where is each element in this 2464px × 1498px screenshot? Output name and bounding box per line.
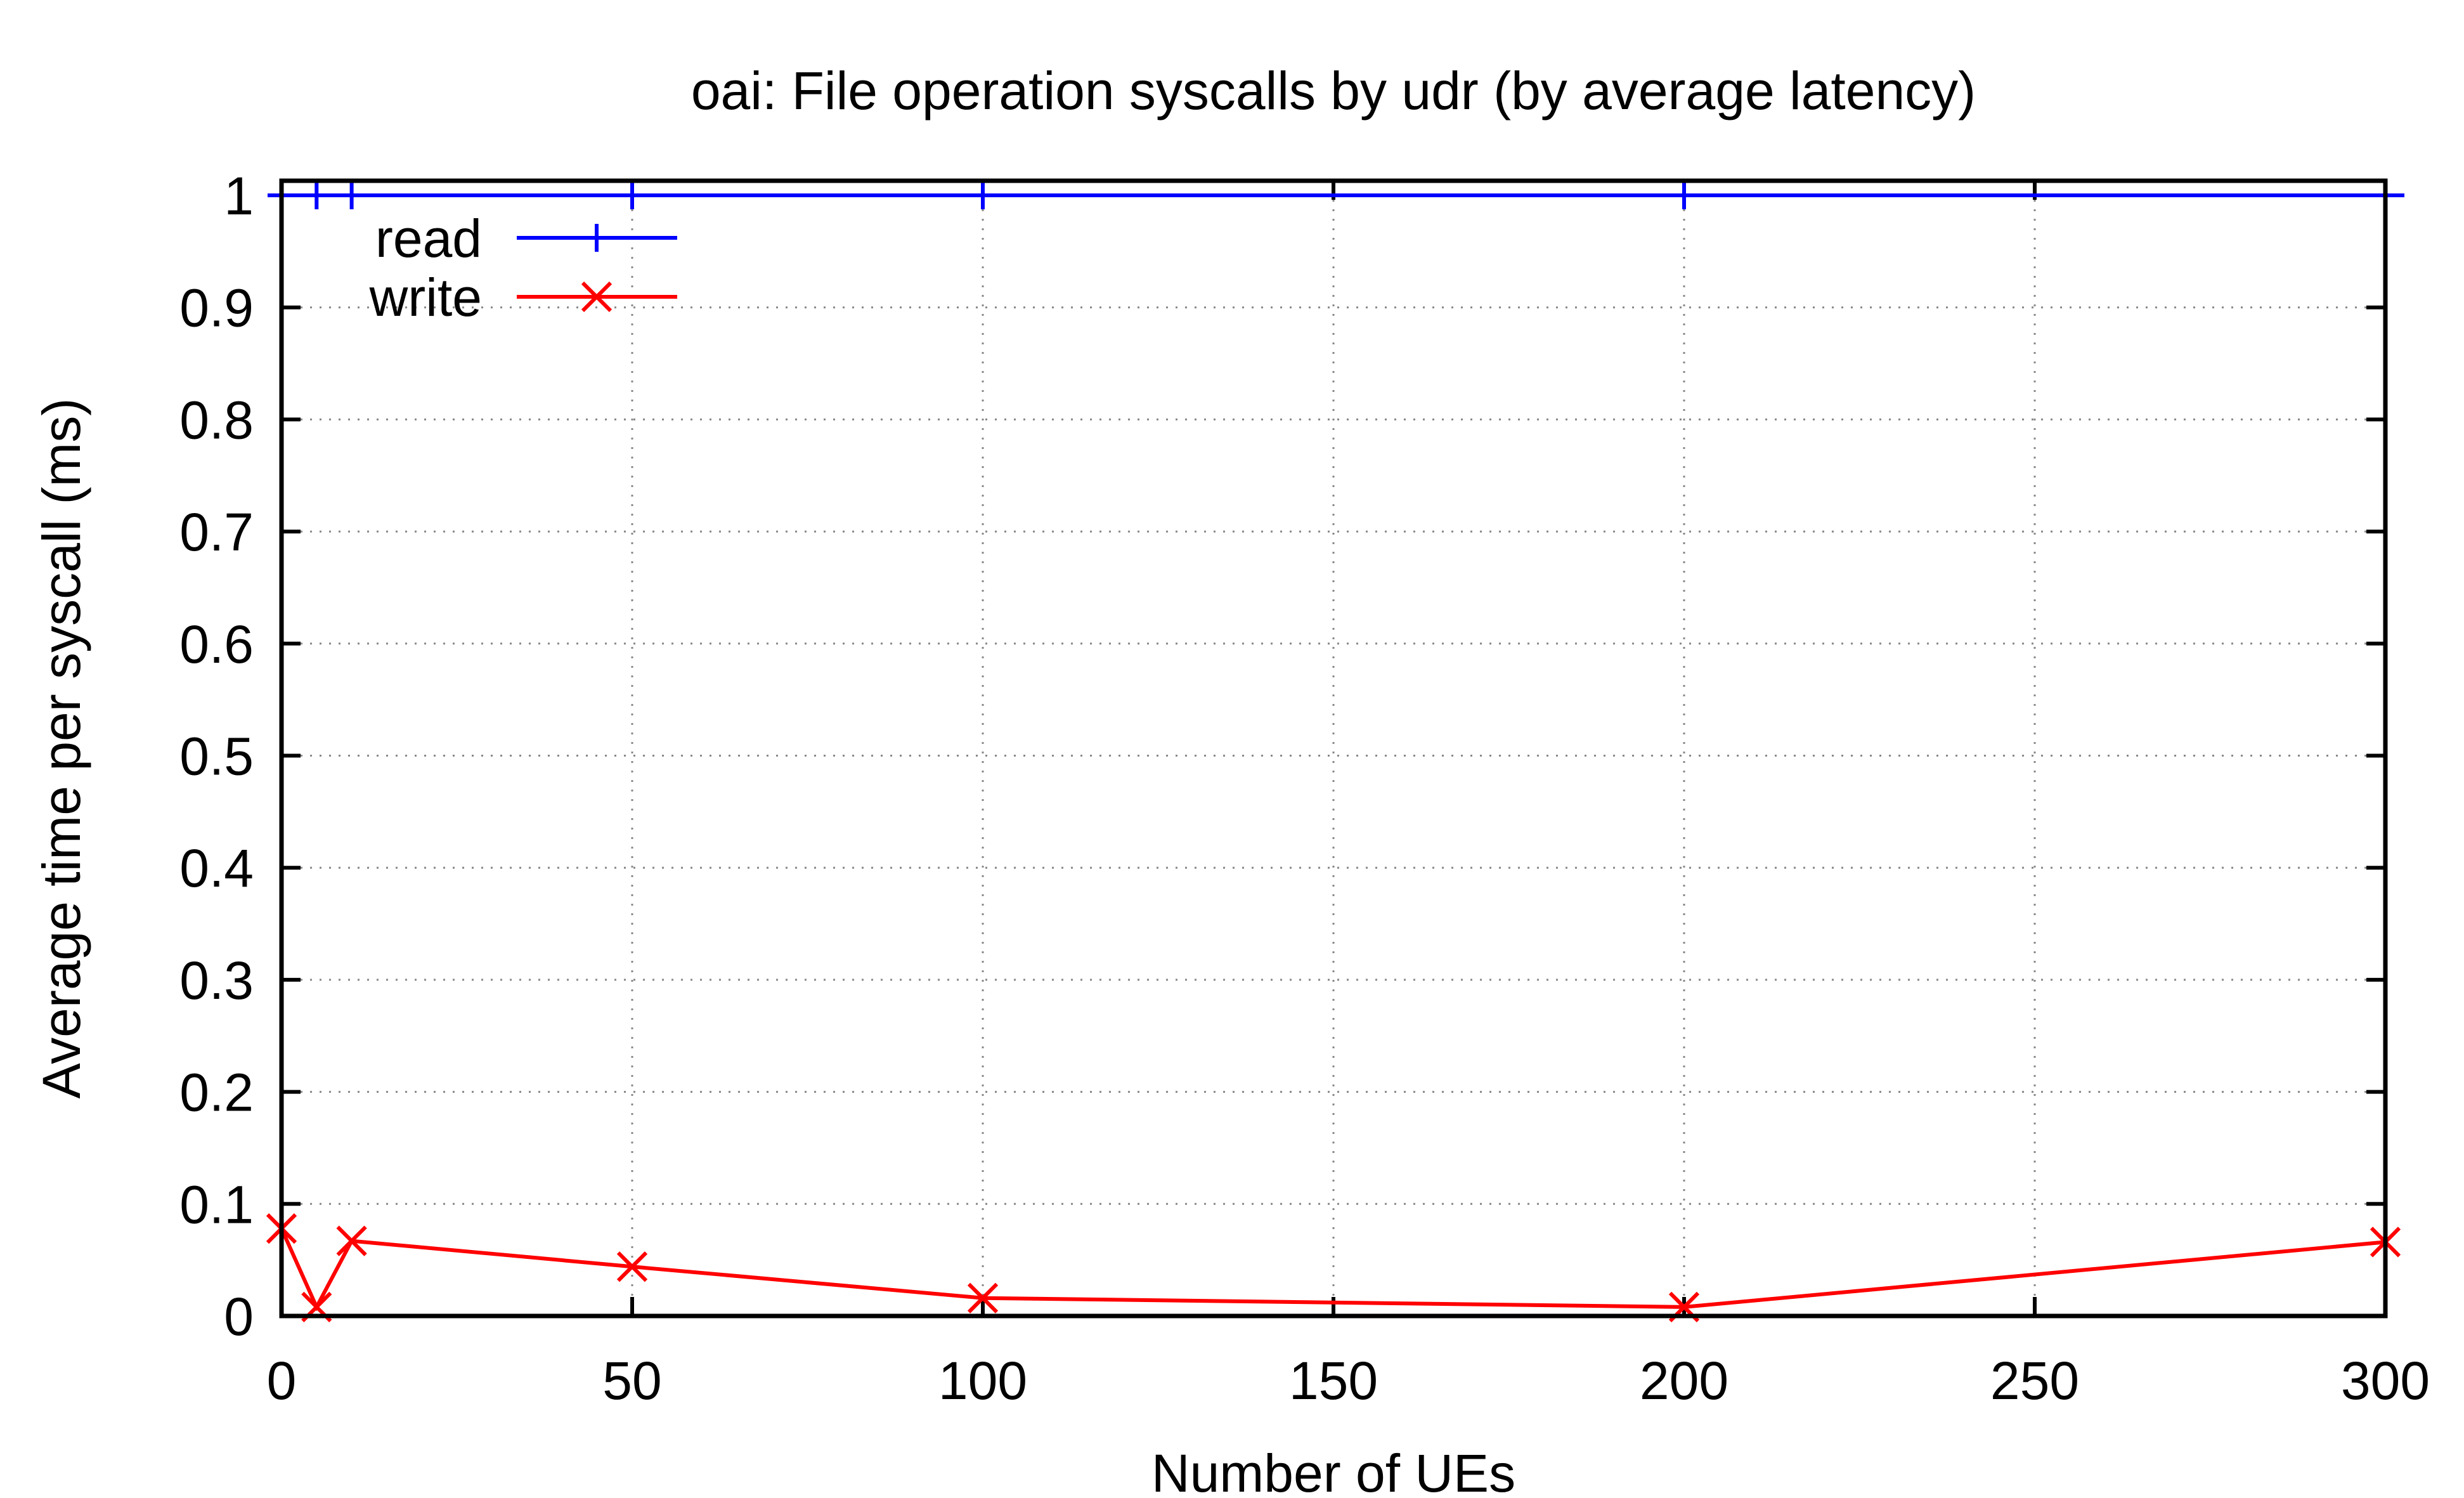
y-tick-label: 0.4: [179, 838, 254, 898]
legend-marker-write: [581, 281, 613, 313]
y-tick-label: 0.3: [179, 951, 254, 1010]
marker-stroke: [581, 281, 613, 313]
x-tick-label: 250: [1990, 1351, 2079, 1410]
y-axis-title: Average time per syscall (ms): [32, 398, 91, 1099]
chart-title: oai: File operation syscalls by udr (by …: [691, 61, 1976, 120]
marker-stroke: [336, 1225, 367, 1256]
x-tick-label: 100: [938, 1351, 1027, 1410]
data-point-read: [618, 181, 646, 209]
plot-frame: [279, 178, 2388, 1319]
data-point-read: [337, 181, 366, 209]
x-tick-label: 300: [2341, 1351, 2430, 1410]
x-axis-title: Number of UEs: [1151, 1443, 1515, 1498]
y-tick-label: 0.9: [179, 278, 254, 338]
marker-stroke: [967, 1282, 999, 1313]
marker-stroke: [616, 1251, 648, 1282]
y-tick-label: 0.5: [179, 727, 254, 786]
y-tick-label: 0.1: [179, 1175, 254, 1234]
data-point-read: [1670, 181, 1698, 209]
x-tick-label: 150: [1289, 1351, 1378, 1410]
x-tick-label: 50: [602, 1351, 661, 1410]
data-point-write: [336, 1225, 367, 1256]
y-tick-label: 0: [224, 1287, 254, 1346]
grid-lines: [282, 181, 2385, 1316]
y-tick-label: 0.7: [179, 502, 254, 562]
axis-ticks: [280, 181, 2387, 1318]
data-point-read: [302, 181, 331, 209]
series-layer: [266, 181, 2404, 1322]
data-point-write: [967, 1282, 999, 1313]
y-tick-label: 0.8: [179, 390, 254, 450]
data-point-write: [616, 1251, 648, 1282]
legend-label-write: write: [369, 268, 482, 327]
x-tick-label: 200: [1640, 1351, 1728, 1410]
legend-label-read: read: [375, 209, 482, 268]
y-tick-label: 0.2: [179, 1063, 254, 1123]
data-point-read: [969, 181, 997, 209]
y-tick-labels: 0 0.1 0.2 0.3 0.4 0.5 0.6 0.7 0.8 0.9 1: [179, 166, 254, 1346]
x-tick-labels: 0 50 100 150 200 250 300: [267, 1351, 2430, 1410]
y-tick-label: 1: [224, 166, 254, 226]
y-tick-label: 0.6: [179, 615, 254, 674]
legend-marker-read: [583, 224, 611, 252]
x-tick-label: 0: [267, 1351, 297, 1410]
